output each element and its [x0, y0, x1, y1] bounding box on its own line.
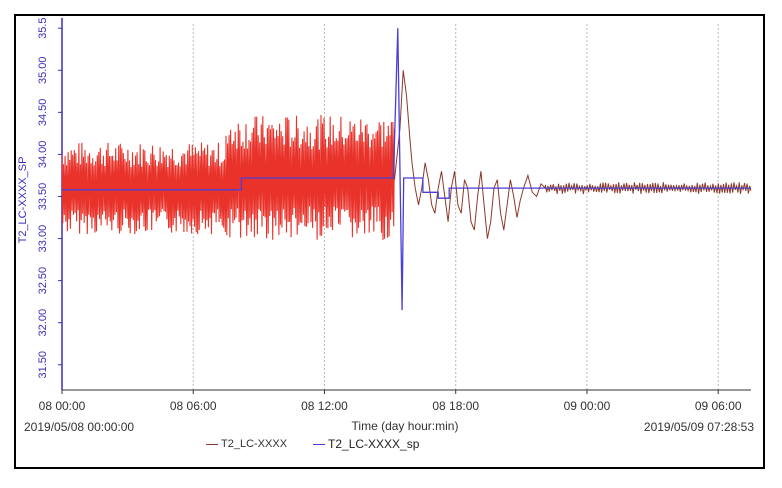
y-tick-label: 35.00	[37, 57, 49, 85]
series-line-pv-settling	[394, 70, 752, 239]
legend-label-pv: T2_LC-XXXX	[221, 438, 288, 450]
range-end-label: 2019/05/09 07:28:53	[643, 420, 754, 434]
range-start-label: 2019/05/08 00:00:00	[24, 420, 135, 434]
legend: T2_LC-XXXX T2_LC-XXXX_sp	[206, 437, 419, 451]
x-tick-label: 08 06:00	[170, 399, 217, 413]
y-tick-label: 32.00	[37, 309, 49, 337]
chart-frame	[14, 14, 765, 469]
x-tick-label: 08 12:00	[301, 399, 348, 413]
series-line-sp	[62, 28, 751, 311]
y-tick-label: 34.50	[37, 99, 49, 127]
x-axis-title: Time (day hour:min)	[352, 419, 459, 433]
y-axis-title: T2_LC-XXXX_SP	[17, 157, 29, 244]
legend-swatch-sp	[313, 443, 326, 445]
legend-item-pv: T2_LC-XXXX	[206, 437, 287, 451]
y-tick-label: 32.50	[37, 267, 49, 295]
series-layer	[61, 28, 752, 311]
y-tick-label: 34.00	[37, 141, 49, 169]
grid-layer	[192, 24, 719, 390]
y-axis: 31.50 32.00 32.50 33.00 33.50 34.00 34.50 35.00…	[37, 17, 63, 390]
x-tick-label: 09 06:00	[695, 399, 742, 413]
legend-label-sp: T2_LC-XXXX_sp	[328, 437, 420, 451]
y-tick-label: 33.50	[37, 183, 49, 211]
y-tick-label: 35.5	[37, 17, 49, 38]
legend-item-sp: T2_LC-XXXX_sp	[313, 437, 419, 451]
legend-swatch-pv	[206, 443, 218, 445]
x-tick-label: 08 18:00	[432, 399, 479, 413]
x-tick-label: 09 00:00	[564, 399, 611, 413]
x-axis: 08 00:00 08 06:00 08 12:00 08 18:00 09 00:00…	[39, 389, 751, 413]
y-tick-label: 31.50	[37, 351, 49, 379]
y-tick-label: 33.00	[37, 225, 49, 253]
x-tick-label: 08 00:00	[39, 399, 86, 413]
